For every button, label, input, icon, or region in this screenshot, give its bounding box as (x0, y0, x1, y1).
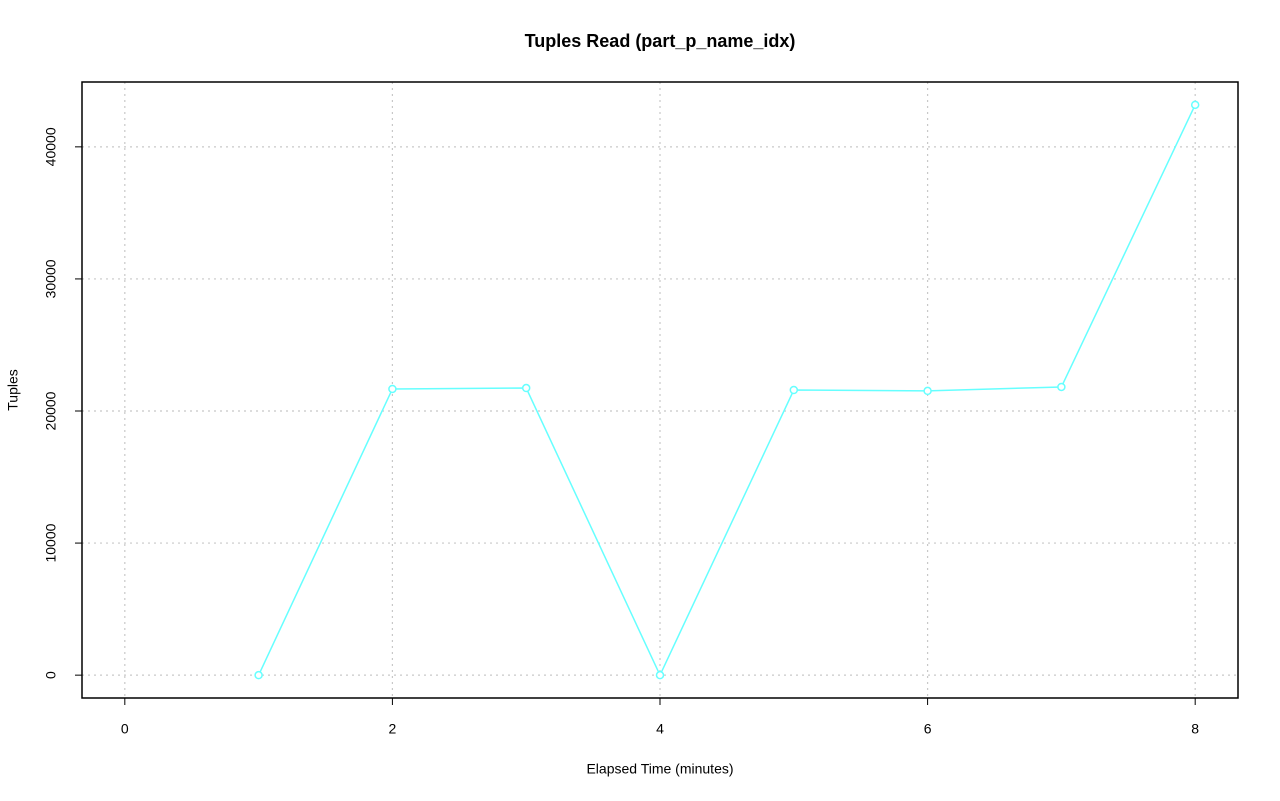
data-point (254, 670, 263, 680)
chart-title: Tuples Read (part_p_name_idx) (525, 31, 796, 51)
data-point (789, 385, 799, 395)
y-tick-label: 30000 (43, 259, 59, 298)
x-tick-label: 2 (389, 721, 397, 737)
y-tick-label: 40000 (43, 127, 59, 166)
data-line (257, 104, 1196, 677)
data-point (923, 386, 932, 396)
x-tick-label: 4 (656, 721, 664, 737)
y-tick-label: 20000 (43, 391, 59, 430)
data-point (521, 383, 531, 393)
grid (82, 82, 1238, 698)
data-point (388, 384, 397, 394)
data-point (655, 670, 665, 680)
x-tick-label: 6 (924, 721, 932, 737)
y-axis-label: Tuples (5, 369, 21, 411)
data-point (1057, 382, 1066, 392)
x-tick-label: 0 (121, 721, 129, 737)
plot-area (254, 100, 1200, 680)
y-tick-label: 10000 (43, 523, 59, 562)
x-axis-label: Elapsed Time (minutes) (586, 761, 733, 777)
x-tick-label: 8 (1191, 721, 1199, 737)
y-tick-label: 0 (43, 671, 59, 679)
data-point (1190, 100, 1200, 110)
